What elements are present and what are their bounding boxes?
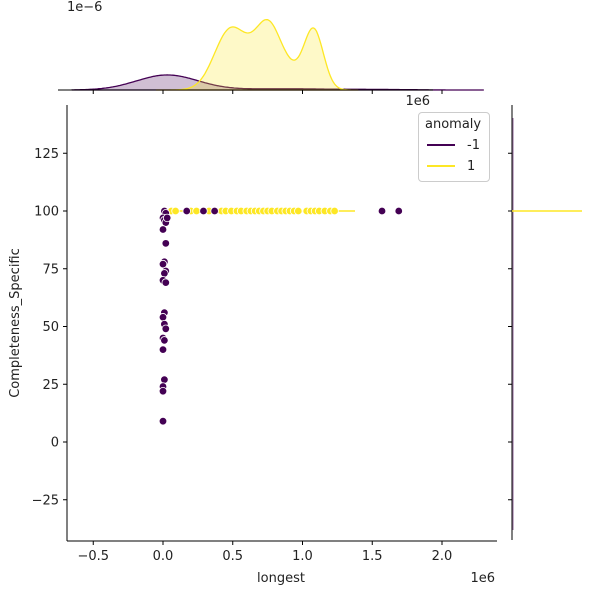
scatter-point-neg1	[158, 345, 168, 354]
x-axis-ticks: −0.5 0.0 0.5 1.0 1.5 2.0	[77, 541, 452, 564]
scatter-point-neg1	[182, 206, 191, 216]
scatter-point-neg1	[158, 417, 168, 426]
scatter-point-neg1	[162, 213, 172, 223]
scatter-point-neg1	[161, 324, 170, 334]
x-tick-label: 1.0	[292, 549, 313, 564]
legend-label-1: 1	[467, 158, 476, 174]
y-tick-label: 50	[42, 320, 59, 335]
x-tick-label: −0.5	[77, 549, 109, 564]
scatter-point-neg1	[394, 206, 403, 216]
y-tick-label: −25	[32, 493, 59, 508]
scatter-point-neg1	[160, 375, 169, 384]
scatter-point-1	[192, 206, 201, 216]
y-axis-ticks: −25 0 25 50 75 100 125	[32, 147, 67, 508]
x-tick-label: 1.5	[362, 549, 383, 564]
scatter-point-1	[294, 206, 303, 216]
scatter-point-neg1	[377, 206, 387, 216]
legend-entry-neg1: -1	[427, 137, 480, 153]
top-marginal-offset-label: 1e−6	[67, 0, 102, 15]
y-tick-label: 25	[42, 378, 59, 393]
legend-title: anomaly	[425, 117, 482, 132]
scatter-point-1	[330, 206, 339, 216]
scatter-point-neg1	[158, 225, 168, 234]
legend: anomaly -1 1	[418, 112, 490, 182]
x-axis-offset-label: 1e6	[470, 571, 495, 586]
x-tick-label: 2.0	[432, 549, 453, 564]
legend-swatch-1	[427, 165, 455, 167]
legend-label-neg1: -1	[467, 137, 480, 153]
legend-swatch-neg1	[427, 144, 455, 146]
x-tick-label: 0.5	[222, 549, 243, 564]
right-marginal-kde	[508, 105, 582, 540]
x-axis-label: longest	[257, 571, 305, 586]
scatter-point-neg1	[160, 269, 169, 278]
scatter-point-neg1	[161, 278, 170, 287]
kde-anomaly-1	[156, 18, 359, 91]
top-marginal-kde: 1e−6 1e6	[58, 0, 484, 109]
scatter-point-neg1	[161, 239, 170, 248]
scatter-point-1	[171, 206, 180, 216]
scatter-point-neg1	[158, 259, 168, 269]
scatter-point-neg1	[210, 206, 219, 216]
main-axes: −0.5 0.0 0.5 1.0 1.5 2.0 −25 0 25 50 75 100 125 lon…	[8, 105, 497, 586]
x-tick-label: 0.0	[153, 549, 174, 564]
y-tick-label: 100	[34, 205, 59, 220]
scatter-point-neg1	[199, 206, 208, 216]
scatter-point-neg1	[160, 336, 169, 345]
top-marginal-x-offset-label: 1e6	[405, 94, 430, 109]
scatter-point-neg1	[158, 386, 168, 396]
legend-entry-1: 1	[427, 158, 475, 174]
scatter-points	[158, 206, 403, 426]
scatter-point-neg1	[158, 313, 168, 322]
y-tick-label: 125	[34, 147, 59, 162]
y-tick-label: 75	[42, 262, 59, 277]
y-tick-label: 0	[51, 436, 59, 451]
y-axis-label: Completeness_Specific	[8, 248, 23, 398]
